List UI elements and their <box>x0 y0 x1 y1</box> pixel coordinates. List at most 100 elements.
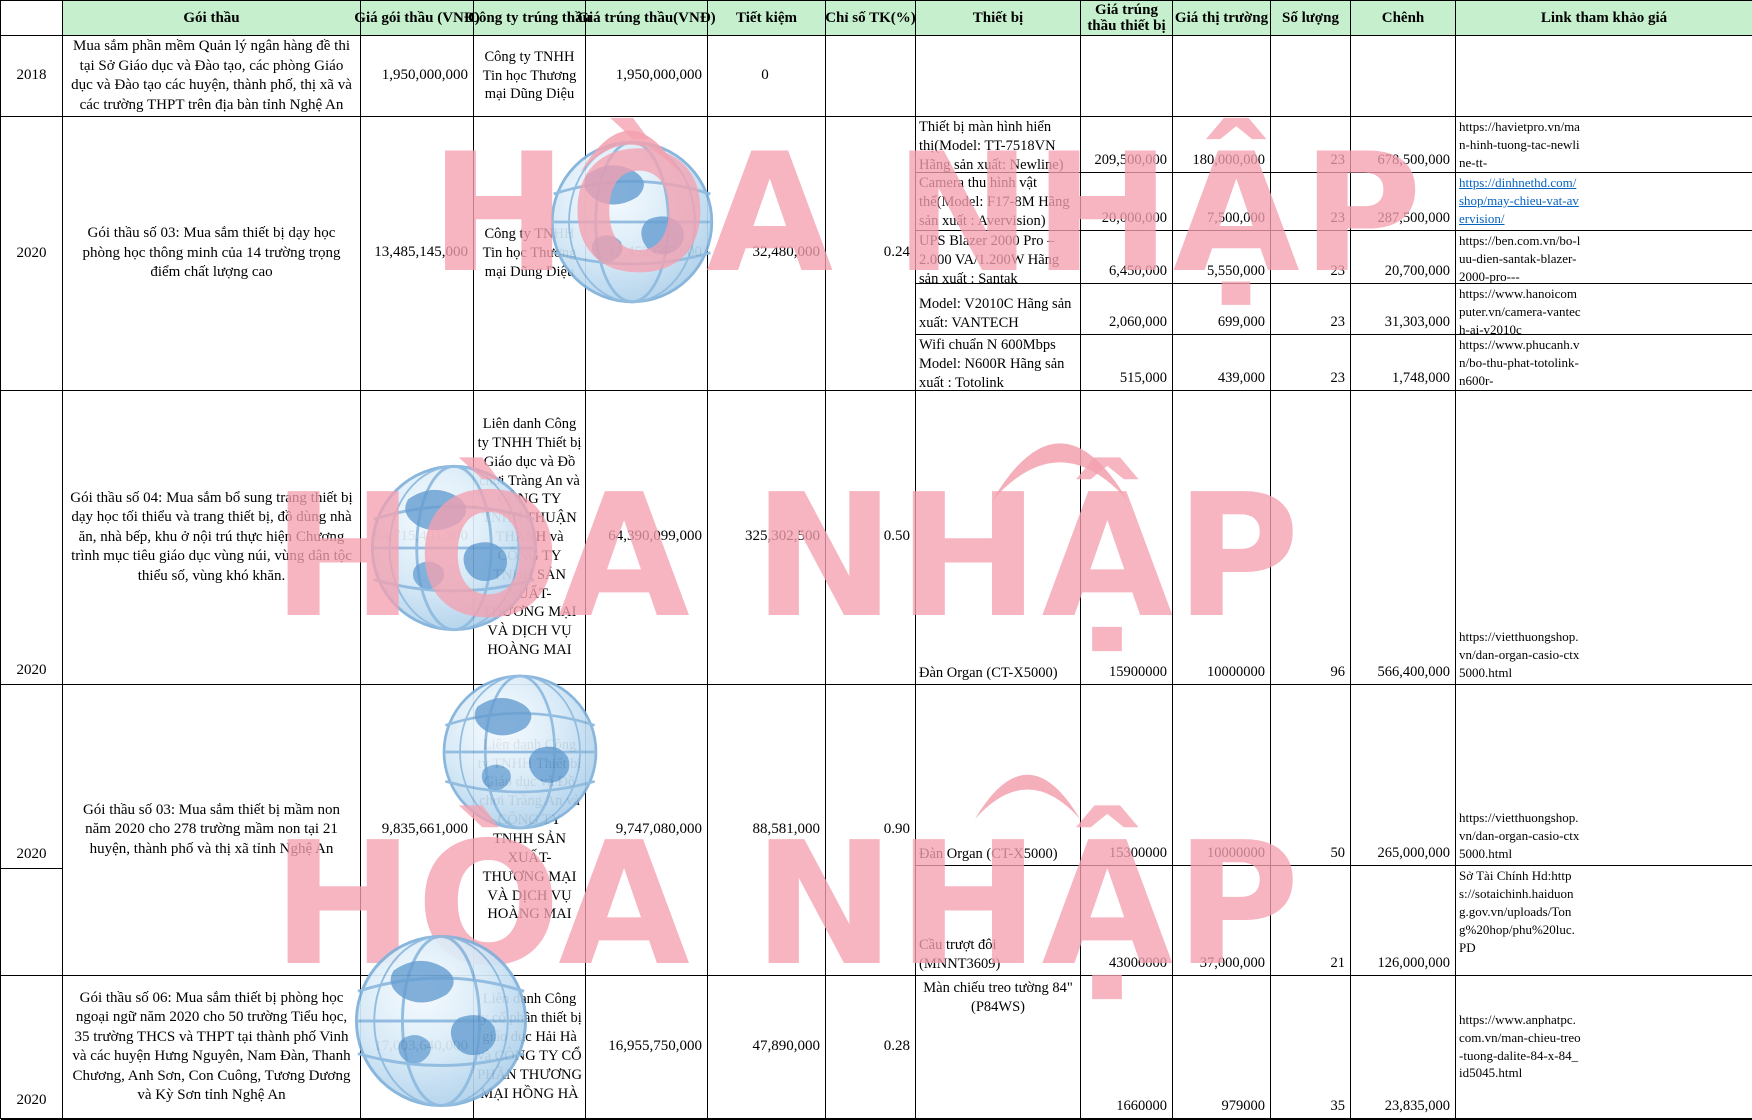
price-difference: 126,000,000 <box>1351 866 1456 976</box>
equipment-win-price: 15300000 <box>1081 685 1173 866</box>
year-cell-split: 2020 <box>1 685 63 976</box>
price-link-cell: https://ben.com.vn/bo-luu-dien-santak-bl… <box>1456 231 1752 284</box>
price-difference <box>1351 36 1456 117</box>
winning-company: Liên danh Công ty cổ phần thiết bị giáo … <box>474 976 586 1120</box>
winning-price: 13,452,665,000 <box>586 117 708 391</box>
price-difference: 31,303,000 <box>1351 284 1456 335</box>
market-price: 5,550,000 <box>1173 231 1271 284</box>
market-price: 699,000 <box>1173 284 1271 335</box>
quantity: 23 <box>1271 231 1351 284</box>
market-price: 979000 <box>1173 976 1271 1120</box>
equipment-name <box>916 36 1081 117</box>
equipment-group: Đàn Organ (CT-X5000) 15900000 10000000 9… <box>916 391 1752 685</box>
equipment-group: Thiết bị màn hình hiển thị(Model: TT-751… <box>916 117 1752 391</box>
savings: 0 <box>708 36 826 117</box>
savings-index: 0.28 <box>826 976 916 1120</box>
package-description: Gói thầu số 06: Mua sắm thiết bị phòng h… <box>63 976 361 1120</box>
header-cell-market-price: Giá thị trường <box>1173 1 1271 36</box>
equipment-win-price: 43000000 <box>1081 866 1173 976</box>
market-price: 10000000 <box>1173 391 1271 685</box>
header-cell-quantity: Số lượng <box>1271 1 1351 36</box>
table-row-goi-04: 2020 Gói thầu số 04: Mua sắm bổ sung tra… <box>1 391 1752 685</box>
header-cell-link: Link tham khảo giá <box>1456 1 1752 36</box>
header-cell-difference: Chênh <box>1351 1 1456 36</box>
equipment-group: Màn chiếu treo tường 84"(P84WS) 1660000 … <box>916 976 1752 1120</box>
package-price: 17,003,640,000 <box>361 976 474 1120</box>
savings-index: 0.90 <box>826 685 916 976</box>
year-cell: 2020 <box>1 117 63 391</box>
market-price: 439,000 <box>1173 335 1271 391</box>
quantity: 21 <box>1271 866 1351 976</box>
price-link-cell: https://vietthuongshop.vn/dan-organ-casi… <box>1456 391 1752 685</box>
equipment-name: Cầu trượt đôi (MNNT3609) <box>916 866 1081 976</box>
header-cell-win-price: Giá trúng thầu(VNĐ) <box>577 1 716 36</box>
price-difference: 23,835,000 <box>1351 976 1456 1120</box>
package-description: Gói thầu số 04: Mua sắm bổ sung trang th… <box>63 391 361 685</box>
price-link: https://www.anphatpc.com.vn/man-chieu-tr… <box>1459 1011 1581 1081</box>
equipment-group: Đàn Organ (CT-X5000) 15300000 10000000 5… <box>916 685 1752 976</box>
equipment-win-price <box>1081 36 1173 117</box>
header-cell-equipment: Thiết bị <box>916 1 1081 36</box>
equipment-win-price: 20,000,000 <box>1081 173 1173 231</box>
equipment-name: Đàn Organ (CT-X5000) <box>916 391 1081 685</box>
equipment-win-price: 209,500,000 <box>1081 117 1173 173</box>
price-link-cell: https://www.hanoicomputer.vn/camera-vant… <box>1456 284 1752 335</box>
package-description: Gói thầu số 03: Mua sắm thiết bị mầm non… <box>63 685 361 976</box>
equipment-name: Đàn Organ (CT-X5000) <box>916 685 1081 866</box>
equipment-name: Model: V2010C Hãng sản xuất: VANTECH <box>916 284 1081 335</box>
price-link: https://vietthuongshop.vn/dan-organ-casi… <box>1459 629 1580 681</box>
savings: 88,581,000 <box>708 685 826 976</box>
equipment-name: Thiết bị màn hình hiển thị(Model: TT-751… <box>916 117 1081 173</box>
package-description: Gói thầu số 03: Mua sắm thiết bị dạy học… <box>63 117 361 391</box>
price-link-cell[interactable]: https://dinhnethd.com/shop/may-chieu-vat… <box>1456 173 1752 231</box>
quantity: 23 <box>1271 284 1351 335</box>
winning-price: 64,390,099,000 <box>586 391 708 685</box>
package-price: 64,715,401,500 <box>361 391 474 685</box>
equipment-win-price: 1660000 <box>1081 976 1173 1120</box>
header-cell-savings-index: Chỉ số TK(%) <box>825 1 916 36</box>
quantity: 50 <box>1271 685 1351 866</box>
table-row-goi-03-mamnon: 2020 Gói thầu số 03: Mua sắm thiết bị mầ… <box>1 685 1752 976</box>
price-hyperlink[interactable]: https://dinhnethd.com/shop/may-chieu-vat… <box>1459 175 1579 226</box>
header-cell-savings: Tiết kiệm <box>708 1 826 36</box>
winning-company: Công ty TNHH Tin học Thương mại Dũng Diệ… <box>474 36 586 117</box>
winning-company: Liên danh Công ty TNHH Thiết bị Giáo dục… <box>474 685 586 976</box>
header-cell-winner: Công ty trúng thầu <box>468 1 591 36</box>
equipment-win-price: 2,060,000 <box>1081 284 1173 335</box>
market-price: 7,500,000 <box>1173 173 1271 231</box>
savings: 325,302,500 <box>708 391 826 685</box>
package-price: 13,485,145,000 <box>361 117 474 391</box>
equipment-name: UPS Blazer 2000 Pro – 2.000 VA/1.200W Hã… <box>916 231 1081 284</box>
equipment-name: Camera thu hình vật thể(Model: F17-8M Hã… <box>916 173 1081 231</box>
header-cell-package-price: Giá gói thầu (VNĐ) <box>354 1 480 36</box>
price-link-cell: https://vietthuongshop.vn/dan-organ-casi… <box>1456 685 1752 866</box>
year-lower-empty <box>1 869 62 975</box>
savings-index: 0.24 <box>826 117 916 391</box>
package-price: 9,835,661,000 <box>361 685 474 976</box>
year-upper: 2020 <box>1 685 62 869</box>
quantity <box>1271 36 1351 117</box>
price-link: https://www.phucanh.vn/bo-thu-phat-totol… <box>1459 337 1580 388</box>
equipment-name: Màn chiếu treo tường 84"(P84WS) <box>916 976 1081 1120</box>
package-price: 1,950,000,000 <box>361 36 474 117</box>
market-price: 37,000,000 <box>1173 866 1271 976</box>
price-difference: 287,500,000 <box>1351 173 1456 231</box>
price-link-cell: https://havietpro.vn/man-hinh-tuong-tac-… <box>1456 117 1752 173</box>
quantity: 23 <box>1271 335 1351 391</box>
header-cell-equipment-price: Giá trúng thầu thiết bị <box>1081 1 1173 36</box>
quantity: 35 <box>1271 976 1351 1120</box>
price-difference: 20,700,000 <box>1351 231 1456 284</box>
market-price: 10000000 <box>1173 685 1271 866</box>
savings-index <box>826 36 916 117</box>
market-price <box>1173 36 1271 117</box>
quantity: 23 <box>1271 173 1351 231</box>
price-difference: 678,500,000 <box>1351 117 1456 173</box>
table-row-goi-06: 2020 Gói thầu số 06: Mua sắm thiết bị ph… <box>1 976 1752 1120</box>
price-difference: 1,748,000 <box>1351 335 1456 391</box>
equipment-win-price: 6,450,000 <box>1081 231 1173 284</box>
table-row-goi-03-smart: 2020 Gói thầu số 03: Mua sắm thiết bị dạ… <box>1 117 1752 391</box>
year-cell: 2018 <box>1 36 63 117</box>
winning-company: Liên danh Công ty TNHH Thiết bị Giáo dục… <box>474 391 586 685</box>
